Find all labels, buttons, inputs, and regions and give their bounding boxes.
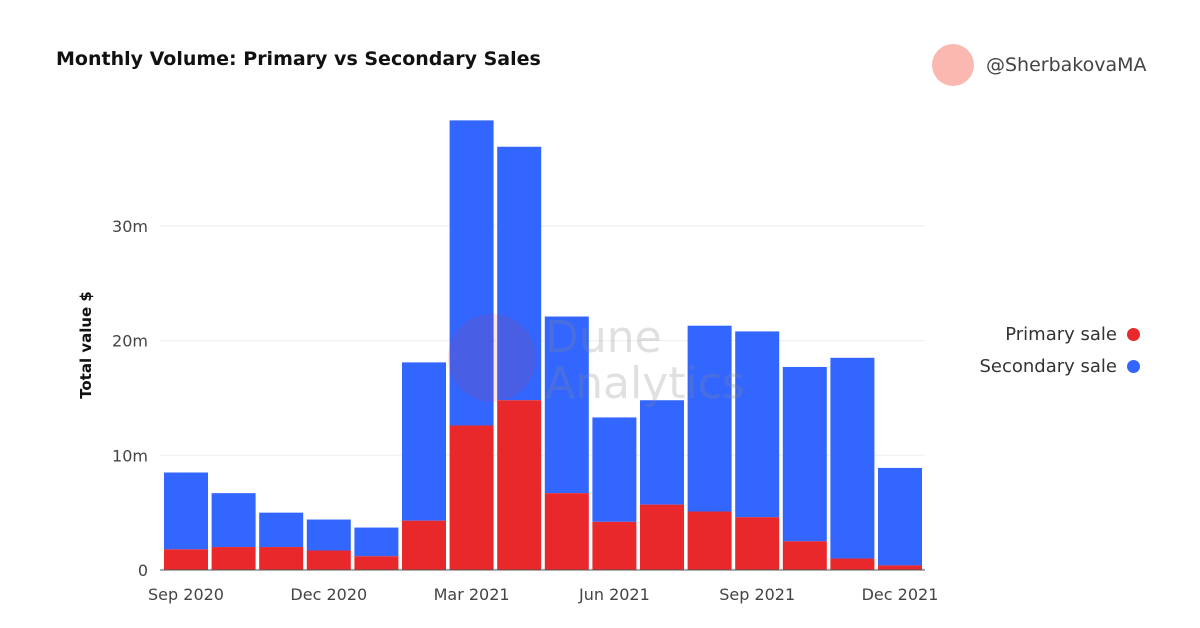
legend-item-primary[interactable]: Primary sale bbox=[979, 318, 1140, 350]
bar-secondary bbox=[402, 362, 446, 521]
x-tick-label: Sep 2021 bbox=[719, 585, 795, 604]
legend-label: Secondary sale bbox=[979, 355, 1117, 377]
author-badge[interactable]: @SherbakovaMA bbox=[932, 44, 1147, 86]
bar-primary bbox=[402, 520, 446, 570]
secondary-dot-icon bbox=[1127, 359, 1140, 373]
bar-primary bbox=[735, 517, 780, 570]
bar-secondary bbox=[354, 527, 399, 557]
chart-title: Monthly Volume: Primary vs Secondary Sal… bbox=[56, 48, 541, 70]
bar-primary bbox=[544, 493, 589, 570]
bar-primary bbox=[878, 565, 922, 570]
bar-primary bbox=[782, 541, 827, 570]
bar-secondary bbox=[878, 467, 922, 566]
author-name: @SherbakovaMA bbox=[986, 54, 1147, 76]
watermark-text: Analytics bbox=[545, 358, 745, 409]
bar-primary bbox=[830, 558, 875, 570]
watermark-text: Dune bbox=[545, 312, 662, 363]
dune-logo-icon bbox=[448, 314, 536, 402]
x-tick-label: Jun 2021 bbox=[578, 585, 650, 604]
bar-primary bbox=[354, 556, 399, 570]
bar-secondary bbox=[830, 357, 875, 559]
y-tick-label: 0 bbox=[138, 561, 148, 580]
bar-secondary bbox=[164, 472, 208, 550]
bar-primary bbox=[687, 511, 732, 570]
bar-secondary bbox=[211, 493, 256, 548]
bar-secondary bbox=[544, 316, 589, 494]
primary-dot-icon bbox=[1127, 327, 1140, 341]
bar-primary bbox=[592, 521, 637, 570]
legend-label: Primary sale bbox=[1005, 323, 1117, 345]
bar-primary bbox=[211, 547, 256, 570]
bar-primary bbox=[449, 425, 494, 570]
legend: Primary sale Secondary sale bbox=[979, 318, 1140, 382]
x-tick-label: Dec 2021 bbox=[862, 585, 939, 604]
x-tick-label: Mar 2021 bbox=[434, 585, 510, 604]
legend-item-secondary[interactable]: Secondary sale bbox=[979, 350, 1140, 382]
bar-secondary bbox=[592, 417, 637, 522]
avatar bbox=[932, 44, 974, 86]
y-tick-label: 30m bbox=[112, 217, 148, 236]
bar-primary bbox=[259, 547, 304, 570]
y-tick-label: 10m bbox=[112, 446, 148, 465]
bar-secondary bbox=[449, 120, 494, 426]
bar-primary bbox=[640, 504, 684, 570]
bar-secondary bbox=[306, 519, 351, 551]
y-tick-label: 20m bbox=[112, 332, 148, 351]
bar-primary bbox=[164, 549, 208, 570]
x-tick-label: Sep 2020 bbox=[148, 585, 224, 604]
bar-secondary bbox=[497, 146, 542, 401]
bar-secondary bbox=[687, 325, 732, 512]
bar-secondary bbox=[640, 400, 684, 505]
bar-secondary bbox=[259, 512, 304, 548]
x-tick-label: Dec 2020 bbox=[290, 585, 367, 604]
bar-secondary bbox=[782, 366, 827, 542]
bar-primary bbox=[497, 400, 542, 570]
bar-secondary bbox=[735, 331, 780, 518]
bar-primary bbox=[306, 550, 351, 570]
